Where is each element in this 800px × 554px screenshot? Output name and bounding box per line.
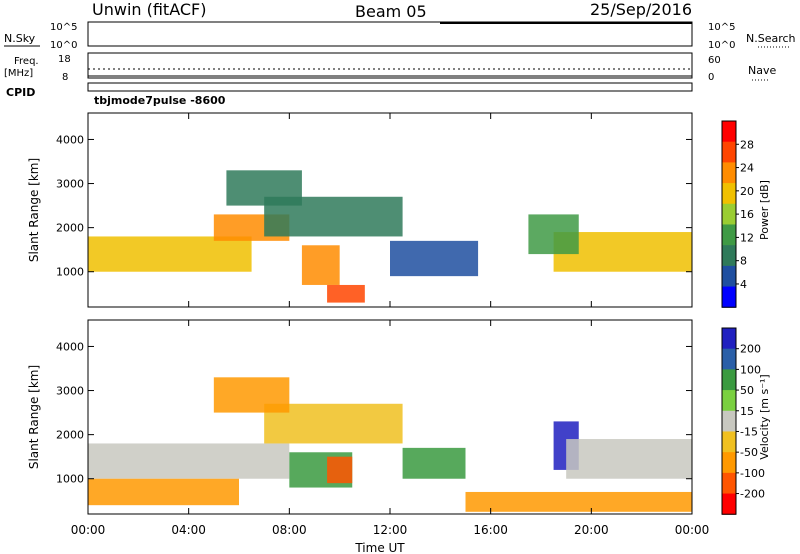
echo-region	[226, 170, 302, 206]
colorbar-segment	[722, 121, 736, 143]
x-tick-label: 20:00	[574, 523, 609, 537]
echo-region	[402, 447, 466, 479]
freq-tick-low: 8	[62, 72, 68, 83]
cpid-panel	[87, 82, 693, 92]
colorbar-segment	[722, 183, 736, 205]
colorbar-segment	[722, 369, 736, 391]
colorbar-tick-label: 16	[740, 208, 754, 221]
colorbar-segment	[722, 286, 736, 308]
y-tick-label: 2000	[56, 222, 84, 235]
nsky-panel	[87, 21, 693, 47]
y-tick-label: 3000	[56, 385, 84, 398]
freq-label: Freq.	[14, 56, 39, 67]
colorbar-tick-label: 12	[740, 231, 754, 244]
colorbar-tick-label: 50	[740, 384, 754, 397]
nsky-tick-low: 10^0	[50, 40, 77, 51]
colorbar-segment	[722, 431, 736, 453]
freq-unit-label: [MHz]	[4, 68, 33, 79]
y-tick-label: 1000	[56, 266, 84, 279]
colorbar-segment	[722, 224, 736, 246]
power-panel: 1000 2000 3000 4000 Slant Range [km] 4 8 12 16 20…	[27, 112, 771, 308]
cpid-value: tbjmode7pulse -8600	[94, 94, 226, 107]
colorbar-frame	[721, 327, 737, 515]
x-tick-label: 12:00	[373, 523, 408, 537]
echo-region	[213, 377, 290, 413]
colorbar-tick-label: -50	[740, 446, 758, 459]
echo-region	[301, 245, 340, 285]
nave-tick-low: 0	[708, 72, 714, 83]
x-tick-label: 00:00	[71, 523, 106, 537]
cpid-label: CPID	[6, 86, 35, 99]
colorbar-segment	[722, 265, 736, 288]
x-tick-label: 04:00	[171, 523, 206, 537]
colorbar-tick-label: 8	[740, 255, 747, 268]
y-tick-label: 1000	[56, 473, 84, 486]
beam-label: Beam 05	[355, 2, 427, 21]
freq-panel	[87, 52, 693, 79]
echo-region	[327, 456, 353, 484]
echo-region	[327, 284, 365, 303]
y-tick-label: 4000	[56, 340, 84, 353]
date-label: 25/Sep/2016	[590, 0, 692, 19]
colorbar-tick-label: 4	[740, 278, 747, 291]
colorbar-segment	[722, 203, 736, 225]
echo-region	[88, 236, 252, 272]
nave-tick-high: 60	[708, 55, 721, 66]
x-tick-label: 00:00	[675, 523, 710, 537]
x-tick-label: 16:00	[473, 523, 508, 537]
colorbar-segment	[722, 472, 736, 495]
nsky-label: N.Sky	[4, 32, 36, 45]
nsearch-tick-high: 10^5	[708, 22, 735, 33]
colorbar-tick-label: 15	[740, 405, 754, 418]
y-tick-label: 3000	[56, 178, 84, 191]
colorbar-segment	[722, 390, 736, 412]
nsearch-tick-low: 10^0	[708, 40, 735, 51]
colorbar-tick-label: -100	[740, 467, 765, 480]
echo-region	[88, 478, 239, 506]
colorbar-label: Power [dB]	[758, 180, 771, 240]
echo-region	[88, 443, 290, 479]
colorbar-segment	[722, 328, 736, 350]
colorbar-segment	[722, 348, 736, 370]
nsky-tick-high: 10^5	[50, 22, 77, 33]
freq-tick-high: 18	[58, 54, 71, 65]
y-tick-label: 4000	[56, 133, 84, 146]
colorbar-segment	[722, 245, 736, 267]
nave-label: Nave	[748, 64, 776, 77]
colorbar-tick-label: -15	[740, 425, 758, 438]
echo-region	[390, 240, 479, 277]
echo-region	[566, 439, 692, 479]
echo-region	[528, 214, 579, 255]
echo-region	[465, 491, 692, 512]
y-tick-label: 2000	[56, 429, 84, 442]
colorbar-tick-label: -200	[740, 488, 765, 501]
velocity-panel: 1000 2000 3000 4000 Slant Range [km] 00:00 04:…	[27, 319, 771, 537]
colorbar-tick-label: 20	[740, 185, 754, 198]
station-title: Unwin (fitACF)	[92, 0, 206, 19]
x-tick-label: 08:00	[272, 523, 307, 537]
x-axis-label: Time UT	[354, 541, 405, 554]
colorbar-label: Velocity [m s⁻¹]	[758, 374, 771, 459]
y-axis-label: Slant Range [km]	[27, 365, 41, 469]
colorbar-tick-label: 200	[740, 343, 761, 356]
colorbar-segment	[722, 452, 736, 474]
colorbar-tick-label: 100	[740, 363, 761, 376]
colorbar-segment	[722, 493, 736, 515]
colorbar-segment	[722, 162, 736, 184]
y-axis-label: Slant Range [km]	[27, 158, 41, 262]
colorbar-segment	[722, 410, 736, 432]
nsearch-label: N.Search	[746, 32, 796, 45]
colorbar-segment	[722, 141, 736, 163]
colorbar-tick-label: 24	[740, 162, 754, 175]
colorbar-tick-label: 28	[740, 138, 754, 151]
